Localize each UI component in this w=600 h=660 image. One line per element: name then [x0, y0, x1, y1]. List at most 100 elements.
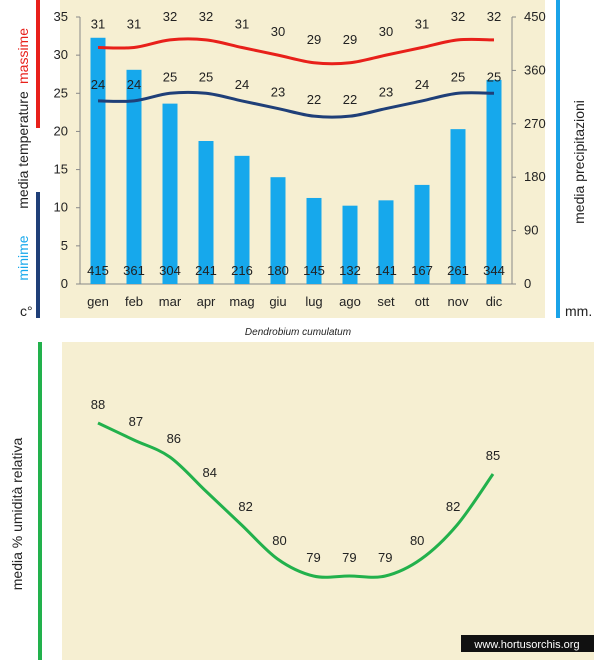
right-axis-label: media precipitazioni: [571, 100, 587, 224]
precipitation-bar: [450, 129, 466, 284]
month-label: set: [377, 294, 395, 309]
left-tick-label: 30: [54, 47, 68, 62]
precipitation-bar: [486, 79, 502, 284]
left-tick-label: 15: [54, 162, 68, 177]
max-temperature-label: 31: [415, 17, 429, 32]
precipitation-value-label: 141: [375, 263, 397, 278]
precipitation-bar: [378, 200, 394, 284]
month-label: lug: [305, 294, 322, 309]
month-label: mar: [159, 294, 182, 309]
humidity-value-label: 85: [486, 448, 500, 463]
month-labels: gen feb mar apr mag giu lug ago set ott nov dic: [87, 294, 503, 309]
humidity-axis-label: media % umidità relativa: [9, 438, 25, 591]
precipitation-value-label: 167: [411, 263, 433, 278]
precipitation-bar: [306, 197, 322, 284]
humidity-value-label: 79: [306, 550, 320, 565]
left-tick-label: 25: [54, 85, 68, 100]
humidity-value-label: 84: [202, 465, 216, 480]
watermark: www.hortusorchis.org: [473, 639, 579, 651]
left-tick-label: 35: [54, 9, 68, 24]
max-temperature-label: 31: [127, 17, 141, 32]
month-label: giu: [269, 294, 286, 309]
left-tick-label: 10: [54, 200, 68, 215]
min-temperature-label: 25: [163, 69, 177, 84]
max-temperature-label: 31: [235, 17, 249, 32]
left-tick-label: 5: [61, 238, 68, 253]
precipitation-bar: [342, 205, 358, 284]
month-label: nov: [448, 294, 469, 309]
right-tick-label: 180: [524, 169, 546, 184]
max-temperature-label: 32: [163, 9, 177, 24]
precipitation-value-label: 145: [303, 263, 325, 278]
precipitation-value-label: 361: [123, 263, 145, 278]
max-temperature-label: 32: [451, 9, 465, 24]
min-temperature-label: 22: [307, 92, 321, 107]
precipitation-value-label: 261: [447, 263, 469, 278]
humidity-value-label: 87: [129, 414, 143, 429]
precipitation-value-label: 304: [159, 263, 181, 278]
min-temperature-label: 25: [451, 69, 465, 84]
right-axis-unit: mm.: [565, 303, 592, 319]
precipitation-value-label: 132: [339, 263, 361, 278]
precipitation-value-label: 415: [87, 263, 109, 278]
precipitation-bar: [90, 37, 106, 285]
humidity-value-label: 82: [446, 499, 460, 514]
right-tick-labels: 0 90 180 270 360 450: [512, 9, 546, 291]
humidity-value-label: 79: [342, 550, 356, 565]
humidity-value-label: 79: [378, 550, 392, 565]
min-temperature-label: 23: [271, 85, 285, 100]
precipitation-bar: [162, 103, 178, 284]
humidity-value-label: 88: [91, 397, 105, 412]
max-temperature-label: 32: [487, 9, 501, 24]
left-axis-label-media: media temperature: [15, 91, 31, 209]
humidity-value-label: 82: [238, 499, 252, 514]
humidity-value-label: 80: [410, 533, 424, 548]
right-tick-label: 90: [524, 223, 538, 238]
humidity-value-label: 80: [272, 533, 286, 548]
min-temperature-label: 25: [199, 69, 213, 84]
right-tick-label: 360: [524, 62, 546, 77]
right-tick-label: 270: [524, 116, 546, 131]
precipitation-bars: [90, 37, 502, 285]
month-label: apr: [197, 294, 216, 309]
precipitation-bar: [234, 155, 250, 284]
min-temperature-line: [97, 90, 495, 119]
min-temperature-label: 24: [91, 77, 105, 92]
min-temperature-label: 23: [379, 85, 393, 100]
precipitation-bar: [414, 184, 430, 284]
humidity-line: [97, 421, 495, 579]
month-label: gen: [87, 294, 109, 309]
max-temperature-series: 31 31 32 32 31 30 29 29 30 31 32 32: [91, 9, 501, 66]
min-temperature-label: 22: [343, 92, 357, 107]
precipitation-bar: [198, 141, 214, 284]
month-label: dic: [486, 294, 503, 309]
left-axis-unit: c°: [20, 303, 33, 319]
min-temperature-label: 25: [487, 69, 501, 84]
min-temperature-label: 24: [235, 77, 249, 92]
month-label: mag: [229, 294, 254, 309]
max-temperature-label: 31: [91, 17, 105, 32]
max-temperature-label: 29: [343, 32, 357, 47]
precipitation-value-label: 216: [231, 263, 253, 278]
left-tick-label: 0: [61, 276, 68, 291]
precipitation-value-label: 180: [267, 263, 289, 278]
min-temperature-series: 24 24 25 25 24 23 22 22 23 24 25 25: [91, 69, 501, 119]
watermark-background: [461, 635, 594, 652]
precipitation-value-label: 241: [195, 263, 217, 278]
bottom-panel-background: [62, 342, 594, 660]
left-axis-label-max: massime: [15, 28, 31, 84]
left-tick-labels: 0 5 10 15 20 25 30 35: [54, 9, 80, 291]
max-temperature-line: [97, 37, 495, 66]
right-tick-label: 0: [524, 276, 531, 291]
precipitation-value-label: 344: [483, 263, 505, 278]
month-label: ott: [415, 294, 430, 309]
month-label: ago: [339, 294, 361, 309]
max-temperature-label: 30: [271, 24, 285, 39]
left-tick-label: 20: [54, 123, 68, 138]
max-temperature-label: 29: [307, 32, 321, 47]
chart-caption: Dendrobium cumulatum: [245, 327, 351, 338]
humidity-series: 88 87 86 84 82 80 79 79 79 80 82 85: [91, 397, 500, 579]
precipitation-bar: [126, 69, 142, 284]
max-temperature-label: 30: [379, 24, 393, 39]
